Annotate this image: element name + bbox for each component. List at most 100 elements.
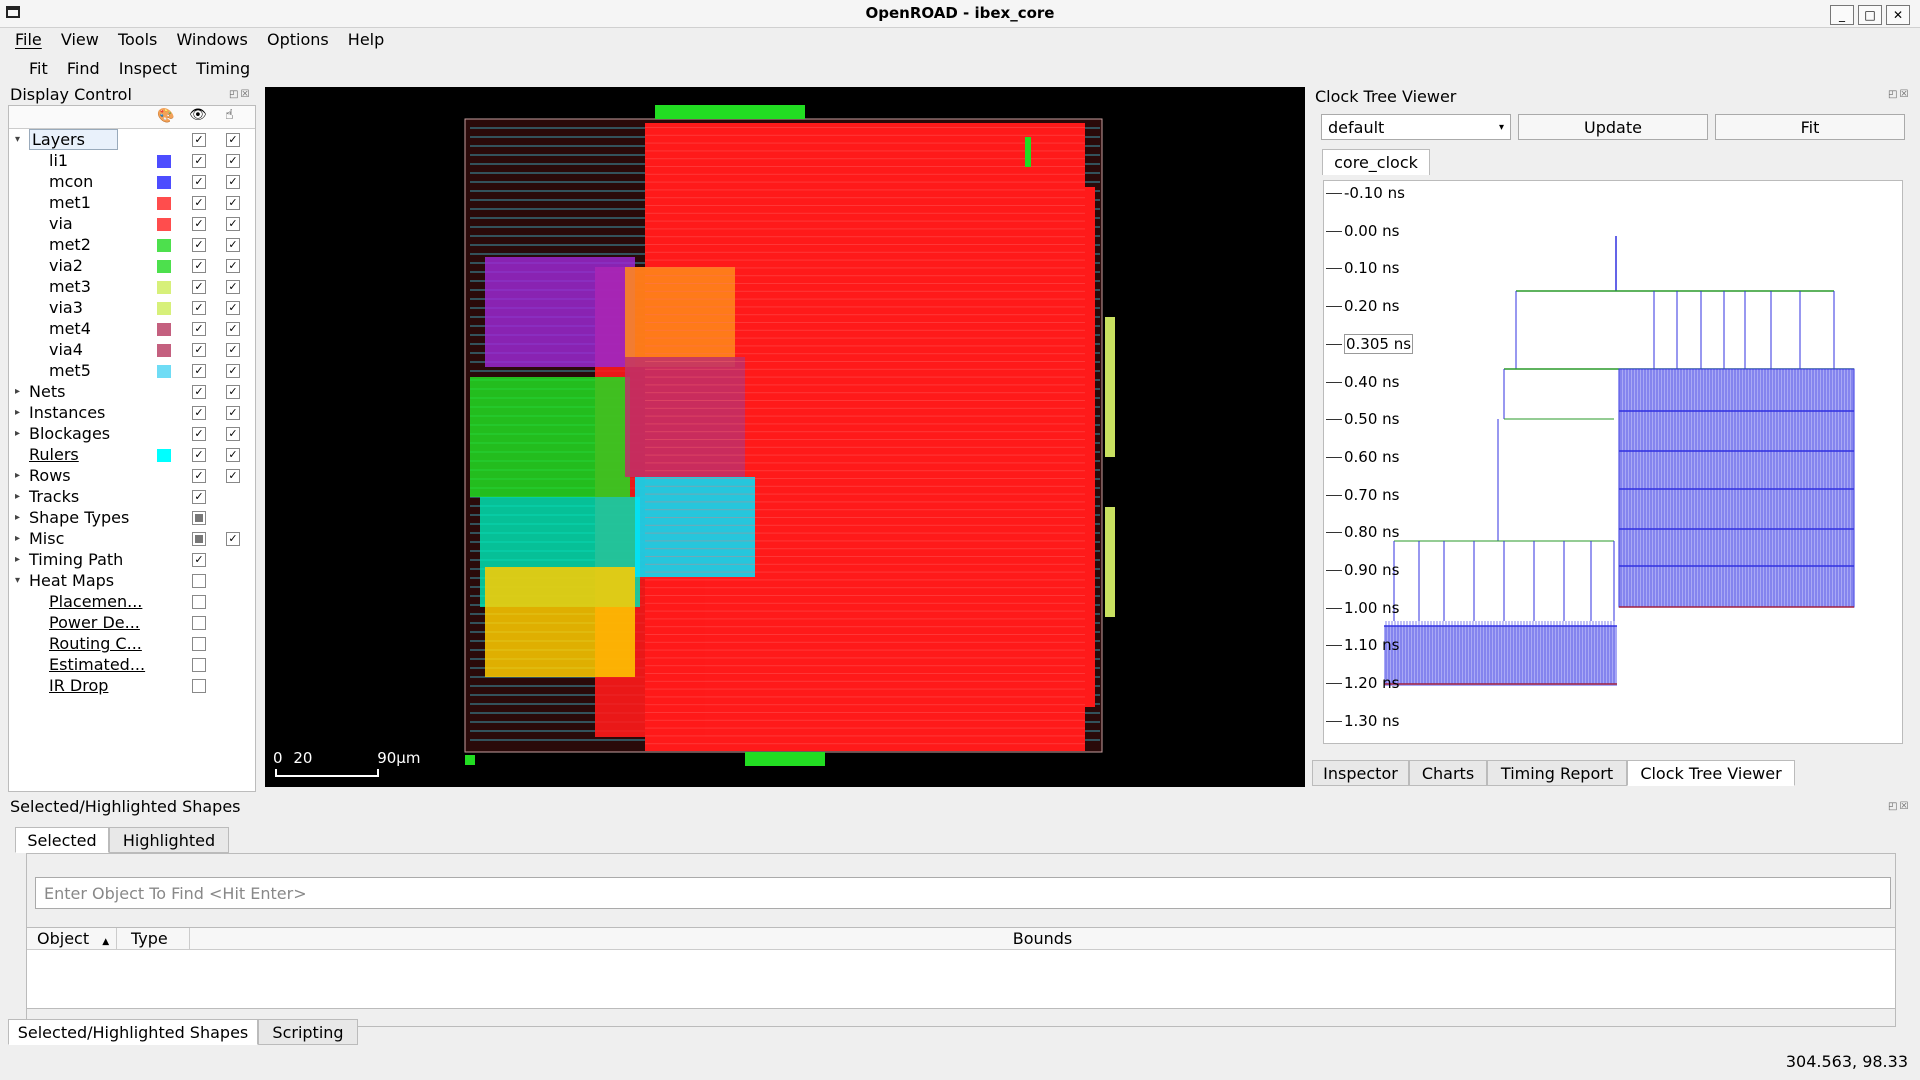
minimize-icon[interactable]: _ bbox=[1830, 5, 1854, 25]
visible-checkbox[interactable] bbox=[192, 574, 206, 588]
expand-right-icon[interactable]: ▸ bbox=[15, 407, 21, 418]
display-row-power-de[interactable]: Power De... bbox=[9, 612, 255, 633]
visible-checkbox[interactable]: ✓ bbox=[192, 469, 206, 483]
display-row-met4[interactable]: met4 ✓ ✓ bbox=[9, 318, 255, 339]
toolbar-timing-button[interactable]: Timing bbox=[196, 59, 251, 78]
visible-checkbox[interactable] bbox=[192, 658, 206, 672]
selectable-checkbox[interactable]: ✓ bbox=[226, 406, 240, 420]
layer-color-swatch[interactable] bbox=[157, 176, 171, 189]
display-row-timing-path[interactable]: ▸ Timing Path ✓ bbox=[9, 549, 255, 570]
fit-button[interactable]: Fit bbox=[1715, 114, 1905, 140]
column-object[interactable]: Object ▲ bbox=[27, 928, 117, 950]
display-row-via3[interactable]: via3 ✓ ✓ bbox=[9, 297, 255, 318]
menu-windows[interactable]: Windows bbox=[176, 30, 248, 49]
visible-checkbox[interactable]: ✓ bbox=[192, 217, 206, 231]
display-row-tracks[interactable]: ▸ Tracks ✓ bbox=[9, 486, 255, 507]
display-row-rulers[interactable]: Rulers ✓ ✓ bbox=[9, 444, 255, 465]
visible-checkbox[interactable] bbox=[192, 679, 206, 693]
layer-color-swatch[interactable] bbox=[157, 197, 171, 210]
selected-shapes-dock-buttons[interactable]: ◰☒ bbox=[1888, 801, 1911, 812]
visible-checkbox[interactable]: ✓ bbox=[192, 175, 206, 189]
layer-color-swatch[interactable] bbox=[157, 302, 171, 315]
tab-selected-highlighted-shapes[interactable]: Selected/Highlighted Shapes bbox=[8, 1019, 258, 1045]
selectable-checkbox[interactable]: ✓ bbox=[226, 259, 240, 273]
menu-file[interactable]: File bbox=[15, 30, 42, 49]
display-row-met5[interactable]: met5 ✓ ✓ bbox=[9, 360, 255, 381]
visible-checkbox[interactable] bbox=[192, 637, 206, 651]
selectable-checkbox[interactable]: ✓ bbox=[226, 469, 240, 483]
visible-checkbox[interactable]: ✓ bbox=[192, 133, 206, 147]
expand-right-icon[interactable]: ▸ bbox=[15, 491, 21, 502]
tab-scripting[interactable]: Scripting bbox=[258, 1019, 358, 1045]
clock-selector-dropdown[interactable]: default ▾ bbox=[1321, 114, 1511, 140]
visible-checkbox[interactable]: ✓ bbox=[192, 280, 206, 294]
selectable-checkbox[interactable]: ✓ bbox=[226, 238, 240, 252]
visible-checkbox[interactable]: ✓ bbox=[192, 301, 206, 315]
layer-color-swatch[interactable] bbox=[157, 218, 171, 231]
expand-down-icon[interactable]: ▾ bbox=[15, 575, 21, 586]
display-row-shape-types[interactable]: ▸ Shape Types bbox=[9, 507, 255, 528]
layer-color-swatch[interactable] bbox=[157, 365, 171, 378]
layer-color-swatch[interactable] bbox=[157, 344, 171, 357]
maximize-icon[interactable]: □ bbox=[1858, 5, 1882, 25]
visible-checkbox[interactable]: ✓ bbox=[192, 322, 206, 336]
tab-highlighted[interactable]: Highlighted bbox=[109, 827, 229, 853]
layer-color-swatch[interactable] bbox=[157, 449, 171, 462]
display-row-heat-maps[interactable]: ▾ Heat Maps bbox=[9, 570, 255, 591]
expand-right-icon[interactable]: ▸ bbox=[15, 386, 21, 397]
tab-charts[interactable]: Charts bbox=[1409, 760, 1487, 786]
menu-options[interactable]: Options bbox=[266, 30, 329, 49]
selectable-checkbox[interactable]: ✓ bbox=[226, 532, 240, 546]
expand-right-icon[interactable]: ▸ bbox=[15, 533, 21, 544]
visible-checkbox[interactable]: ✓ bbox=[192, 448, 206, 462]
display-control-dock-buttons[interactable]: ◰☒ bbox=[229, 89, 252, 100]
selectable-checkbox[interactable]: ✓ bbox=[226, 280, 240, 294]
clock-tree-dock-buttons[interactable]: ◰☒ bbox=[1888, 89, 1911, 100]
display-row-layers[interactable]: ▾ Layers ✓ ✓ bbox=[9, 129, 255, 150]
layer-color-swatch[interactable] bbox=[157, 239, 171, 252]
tab-core-clock[interactable]: core_clock bbox=[1322, 149, 1430, 175]
visible-checkbox[interactable]: ✓ bbox=[192, 238, 206, 252]
selectable-checkbox[interactable]: ✓ bbox=[226, 196, 240, 210]
selectable-checkbox[interactable]: ✓ bbox=[226, 154, 240, 168]
display-row-met2[interactable]: met2 ✓ ✓ bbox=[9, 234, 255, 255]
visible-checkbox[interactable]: ✓ bbox=[192, 154, 206, 168]
clock-tree-graph[interactable]: -0.10 ns 0.00 ns 0.10 ns 0.20 ns 0.305 ns 0.4… bbox=[1323, 180, 1903, 744]
tab-timing-report[interactable]: Timing Report bbox=[1487, 760, 1627, 786]
expand-right-icon[interactable]: ▸ bbox=[15, 428, 21, 439]
window-menu-icon[interactable] bbox=[6, 6, 20, 18]
display-row-nets[interactable]: ▸ Nets ✓ ✓ bbox=[9, 381, 255, 402]
visible-checkbox[interactable] bbox=[192, 511, 206, 525]
selectable-checkbox[interactable]: ✓ bbox=[226, 175, 240, 189]
display-row-misc[interactable]: ▸ Misc ✓ bbox=[9, 528, 255, 549]
selectable-checkbox[interactable]: ✓ bbox=[226, 364, 240, 378]
display-row-instances[interactable]: ▸ Instances ✓ ✓ bbox=[9, 402, 255, 423]
display-row-met1[interactable]: met1 ✓ ✓ bbox=[9, 192, 255, 213]
layer-color-swatch[interactable] bbox=[157, 281, 171, 294]
toolbar-fit-button[interactable]: Fit bbox=[29, 59, 48, 78]
toolbar-find-button[interactable]: Find bbox=[66, 59, 100, 78]
selectable-checkbox[interactable]: ✓ bbox=[226, 343, 240, 357]
display-row-estimated[interactable]: Estimated... bbox=[9, 654, 255, 675]
display-row-via2[interactable]: via2 ✓ ✓ bbox=[9, 255, 255, 276]
visible-checkbox[interactable]: ✓ bbox=[192, 343, 206, 357]
menu-view[interactable]: View bbox=[60, 30, 99, 49]
layout-canvas[interactable]: 0 20 90μm bbox=[265, 87, 1305, 787]
update-button[interactable]: Update bbox=[1518, 114, 1708, 140]
selectable-checkbox[interactable]: ✓ bbox=[226, 448, 240, 462]
visible-checkbox[interactable]: ✓ bbox=[192, 490, 206, 504]
selectable-checkbox[interactable]: ✓ bbox=[226, 301, 240, 315]
display-row-ir-drop[interactable]: IR Drop bbox=[9, 675, 255, 696]
visible-checkbox[interactable] bbox=[192, 616, 206, 630]
display-row-li1[interactable]: li1 ✓ ✓ bbox=[9, 150, 255, 171]
toolbar-inspect-button[interactable]: Inspect bbox=[118, 59, 177, 78]
visible-checkbox[interactable]: ✓ bbox=[192, 196, 206, 210]
column-type[interactable]: Type bbox=[117, 928, 190, 950]
display-row-via4[interactable]: via4 ✓ ✓ bbox=[9, 339, 255, 360]
visible-checkbox[interactable]: ✓ bbox=[192, 553, 206, 567]
layer-color-swatch[interactable] bbox=[157, 323, 171, 336]
visible-checkbox[interactable]: ✓ bbox=[192, 259, 206, 273]
display-row-placemen[interactable]: Placemen... bbox=[9, 591, 255, 612]
visible-checkbox[interactable] bbox=[192, 532, 206, 546]
display-row-met3[interactable]: met3 ✓ ✓ bbox=[9, 276, 255, 297]
